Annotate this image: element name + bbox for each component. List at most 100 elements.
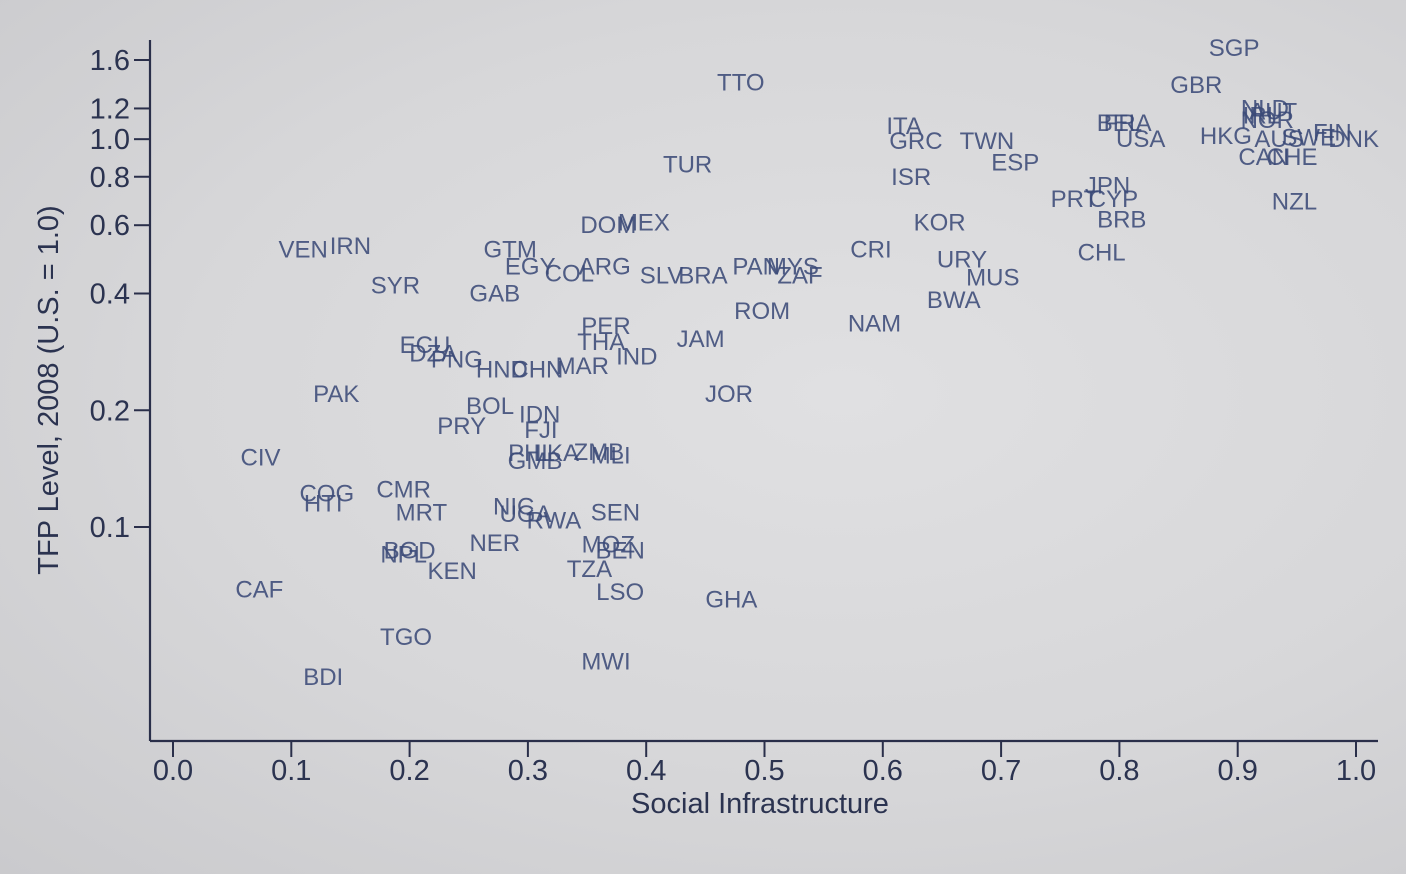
data-point-label: CHE bbox=[1267, 144, 1318, 171]
x-tick-label: 0.7 bbox=[981, 755, 1021, 787]
x-tick-label: 0.0 bbox=[153, 755, 193, 787]
data-point-label: NIC bbox=[493, 493, 534, 520]
data-point-label: SYR bbox=[371, 272, 420, 299]
data-point-label: MUS bbox=[966, 264, 1019, 291]
data-point-label: NER bbox=[469, 530, 520, 557]
data-point-label: GMB bbox=[508, 448, 563, 475]
data-point-label: NZL bbox=[1272, 189, 1317, 216]
data-point-label: JAM bbox=[677, 326, 725, 353]
data-point-label: SLV bbox=[640, 263, 684, 290]
data-point-label: BEN bbox=[595, 537, 644, 564]
data-point-label: ITA bbox=[886, 113, 922, 140]
data-point-label: SGP bbox=[1209, 35, 1260, 62]
data-point-label: FIN bbox=[1313, 120, 1352, 147]
data-point-label: NLD bbox=[1241, 95, 1289, 122]
data-point-label: TZA bbox=[567, 556, 612, 583]
data-point-label: CIV bbox=[241, 445, 281, 472]
data-point-label: NAM bbox=[848, 310, 901, 337]
y-tick-label: 0.6 bbox=[90, 210, 130, 242]
data-point-label: URY bbox=[937, 246, 987, 273]
data-point-label: HND bbox=[476, 356, 528, 383]
data-point-label: CMR bbox=[376, 476, 431, 503]
data-point-label: KOR bbox=[914, 209, 966, 236]
x-tick-label: 0.2 bbox=[389, 755, 429, 787]
data-point-label: GBR bbox=[1170, 72, 1222, 99]
y-tick-label: 1.2 bbox=[90, 93, 130, 125]
data-point-label: UGA bbox=[500, 501, 552, 528]
data-point-label: FRA bbox=[1104, 110, 1152, 137]
data-point-label: JPN bbox=[1085, 172, 1130, 199]
data-point-label: DOM bbox=[580, 212, 636, 239]
y-tick-label: 0.2 bbox=[90, 395, 130, 427]
axes-group: 0.0 0.1 0.2 0.3 0.4 0.5 0.6 0.7 0.8 0.9 1.0 0.1 0.2 0… bbox=[90, 40, 1378, 787]
data-point-label: TGO bbox=[380, 624, 432, 651]
data-point-label: ESP bbox=[991, 150, 1039, 177]
data-point-label: COG bbox=[299, 481, 354, 508]
data-point-label: CHL bbox=[1078, 240, 1126, 267]
data-point-label: SWE bbox=[1281, 124, 1336, 151]
x-tick-label: 1.0 bbox=[1336, 755, 1376, 787]
data-point-label: HKG bbox=[1200, 123, 1252, 150]
data-point-label: PAK bbox=[313, 381, 359, 408]
data-point-label: PRT bbox=[1051, 186, 1099, 213]
y-tick-label: 1.6 bbox=[90, 45, 130, 77]
data-point-label: PRY bbox=[437, 413, 486, 440]
data-point-label: IRL bbox=[1243, 103, 1280, 130]
data-point-label: MOZ bbox=[582, 532, 635, 559]
data-point-label: RWA bbox=[527, 507, 582, 534]
data-point-label: TWN bbox=[960, 128, 1015, 155]
data-point-label: HTI bbox=[304, 490, 343, 517]
data-point-label: BGD bbox=[384, 537, 436, 564]
data-point-label: MEX bbox=[618, 209, 670, 236]
x-tick-label: 0.8 bbox=[1099, 755, 1139, 787]
data-point-label: CYP bbox=[1089, 186, 1138, 213]
data-point-label: FJI bbox=[524, 417, 557, 444]
data-point-label: CRI bbox=[850, 236, 891, 263]
data-point-label: BDI bbox=[303, 664, 343, 691]
y-tick-label: 1.0 bbox=[90, 124, 130, 156]
data-point-label: ROM bbox=[734, 298, 790, 325]
data-point-label: AUS bbox=[1254, 126, 1303, 153]
data-point-label: EGY bbox=[505, 253, 556, 280]
data-point-label: TTO bbox=[717, 69, 765, 96]
data-point-label: IND bbox=[616, 344, 657, 371]
data-point-label: MLI bbox=[591, 442, 631, 469]
x-tick-label: 0.6 bbox=[863, 755, 903, 787]
data-point-label: NPL bbox=[380, 541, 427, 568]
data-point-label: GHA bbox=[705, 587, 757, 614]
x-axis-title: Social Infrastructure bbox=[631, 788, 889, 820]
x-tick-label: 0.1 bbox=[271, 755, 311, 787]
data-point-label: CAN bbox=[1238, 144, 1289, 171]
data-point-label: THA bbox=[577, 329, 625, 356]
data-point-label: LSO bbox=[596, 579, 644, 606]
data-point-label: KEN bbox=[428, 558, 477, 585]
data-point-label: NOR bbox=[1241, 107, 1294, 134]
data-point-label: GRC bbox=[889, 128, 942, 155]
data-point-label: MYS bbox=[767, 253, 819, 280]
data-point-label: CHN bbox=[511, 356, 563, 383]
data-point-label: BOL bbox=[466, 393, 514, 420]
data-point-label: MWI bbox=[581, 648, 630, 675]
data-point-label: CAF bbox=[235, 577, 283, 604]
data-point-label: ARG bbox=[579, 253, 631, 280]
data-point-label: USA bbox=[1116, 126, 1165, 153]
x-tick-label: 0.4 bbox=[626, 755, 666, 787]
data-point-label: GTM bbox=[483, 236, 536, 263]
data-point-label: LKA bbox=[534, 440, 579, 467]
x-tick-label: 0.5 bbox=[744, 755, 784, 787]
data-point-label: DZA bbox=[409, 341, 457, 368]
data-point-label: DNK bbox=[1328, 126, 1379, 153]
data-point-label: MRT bbox=[396, 499, 448, 526]
data-point-label: AUT bbox=[1249, 98, 1297, 125]
y-axis-title: TFP Level, 2008 (U.S. = 1.0) bbox=[33, 205, 65, 574]
data-point-label: JOR bbox=[705, 381, 753, 408]
data-point-label: VEN bbox=[278, 236, 327, 263]
data-point-label: BWA bbox=[927, 287, 981, 314]
y-tick-label: 0.1 bbox=[90, 512, 130, 544]
data-point-label: BRA bbox=[678, 263, 727, 290]
x-tick-label: 0.9 bbox=[1218, 755, 1258, 787]
data-point-label: IDN bbox=[519, 402, 560, 429]
y-tick-label: 0.4 bbox=[90, 279, 130, 311]
